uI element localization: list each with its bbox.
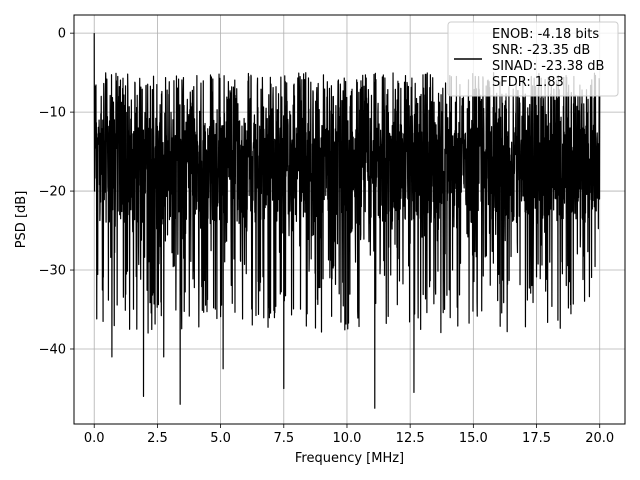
y-axis: 0 −10 −20 −30 −40 [39, 27, 74, 357]
y-tick-label: −20 [39, 185, 66, 200]
x-tick-label: 20.0 [585, 431, 614, 446]
x-tick-label: 0.0 [84, 431, 105, 446]
x-tick-label: 12.5 [396, 431, 425, 446]
y-tick-label: −30 [39, 264, 66, 279]
psd-line [93, 33, 601, 409]
x-tick-label: 5.0 [210, 431, 231, 446]
psd-series [93, 33, 601, 409]
x-tick-label: 15.0 [459, 431, 488, 446]
plot-frame [73, 14, 626, 425]
y-tick-label: −40 [39, 342, 66, 357]
x-tick-label: 17.5 [522, 431, 551, 446]
x-tick-label: 2.5 [147, 431, 168, 446]
x-tick-label: 10.0 [332, 431, 361, 446]
legend-line-enob: ENOB: -4.18 bits [492, 27, 599, 42]
legend: ENOB: -4.18 bits SNR: -23.35 dB SINAD: -… [447, 21, 619, 97]
x-axis: 0.0 2.5 5.0 7.5 10.0 12.5 15.0 17.5 20.0 [84, 424, 614, 446]
y-axis-label: PSD [dB] [14, 191, 29, 249]
legend-box [447, 21, 619, 97]
x-tick-label: 7.5 [273, 431, 294, 446]
x-axis-label: Frequency [MHz] [295, 451, 404, 466]
y-tick-label: 0 [58, 27, 66, 42]
legend-line-sinad: SINAD: -23.38 dB [492, 59, 604, 74]
y-tick-label: −10 [39, 106, 66, 121]
legend-line-snr: SNR: -23.35 dB [492, 43, 590, 58]
legend-line-sfdr: SFDR: 1.83 [492, 75, 564, 90]
